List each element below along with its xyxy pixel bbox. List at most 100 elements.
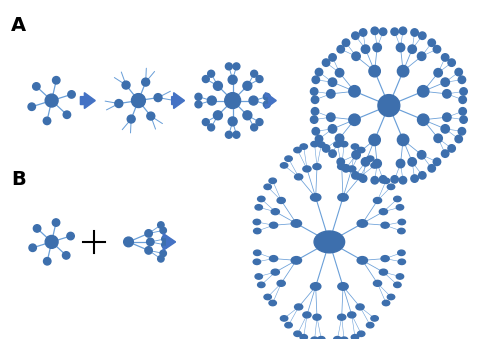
- Circle shape: [154, 94, 162, 102]
- Ellipse shape: [381, 222, 389, 228]
- Ellipse shape: [398, 219, 406, 225]
- Circle shape: [371, 176, 378, 184]
- Ellipse shape: [338, 193, 348, 201]
- Circle shape: [362, 45, 370, 53]
- Ellipse shape: [396, 274, 404, 279]
- Circle shape: [380, 28, 387, 35]
- Circle shape: [147, 112, 155, 120]
- Circle shape: [418, 172, 426, 179]
- FancyArrow shape: [266, 92, 276, 108]
- Circle shape: [124, 237, 134, 247]
- Ellipse shape: [338, 314, 346, 320]
- Circle shape: [250, 70, 258, 77]
- Circle shape: [195, 101, 202, 108]
- Circle shape: [373, 159, 382, 168]
- Circle shape: [442, 113, 451, 121]
- Ellipse shape: [277, 280, 285, 286]
- Circle shape: [418, 86, 429, 97]
- Circle shape: [52, 219, 60, 226]
- Circle shape: [336, 69, 344, 77]
- Circle shape: [142, 78, 150, 86]
- Ellipse shape: [358, 331, 365, 337]
- Ellipse shape: [300, 335, 308, 340]
- Circle shape: [458, 128, 466, 135]
- Circle shape: [352, 151, 360, 159]
- Circle shape: [418, 52, 426, 61]
- Circle shape: [428, 39, 436, 47]
- Ellipse shape: [381, 256, 389, 261]
- Circle shape: [28, 103, 36, 110]
- Circle shape: [396, 43, 405, 52]
- Circle shape: [208, 70, 214, 77]
- Ellipse shape: [318, 142, 325, 147]
- Circle shape: [202, 75, 209, 83]
- Ellipse shape: [285, 322, 292, 328]
- Ellipse shape: [270, 222, 278, 228]
- Circle shape: [373, 43, 382, 52]
- Circle shape: [342, 165, 349, 172]
- Circle shape: [249, 96, 258, 105]
- Circle shape: [316, 68, 322, 76]
- Circle shape: [442, 150, 449, 157]
- Ellipse shape: [255, 205, 262, 210]
- Circle shape: [326, 90, 335, 98]
- Ellipse shape: [310, 193, 321, 201]
- Ellipse shape: [313, 164, 321, 170]
- Ellipse shape: [258, 282, 265, 288]
- Circle shape: [127, 115, 135, 123]
- Circle shape: [360, 29, 367, 36]
- Ellipse shape: [356, 174, 364, 180]
- Circle shape: [352, 52, 360, 61]
- Circle shape: [378, 95, 400, 116]
- Circle shape: [433, 46, 440, 53]
- Ellipse shape: [374, 280, 382, 286]
- Circle shape: [44, 257, 51, 265]
- Ellipse shape: [352, 144, 358, 149]
- Circle shape: [442, 54, 449, 61]
- Ellipse shape: [270, 256, 278, 261]
- Circle shape: [455, 135, 462, 143]
- Ellipse shape: [311, 337, 318, 340]
- Circle shape: [336, 134, 344, 142]
- Circle shape: [264, 101, 270, 108]
- Circle shape: [322, 59, 330, 66]
- Circle shape: [460, 88, 468, 95]
- Circle shape: [160, 250, 166, 257]
- Ellipse shape: [300, 144, 308, 149]
- Circle shape: [369, 134, 380, 146]
- Ellipse shape: [348, 166, 356, 172]
- Circle shape: [145, 230, 152, 237]
- Ellipse shape: [280, 316, 288, 321]
- Ellipse shape: [358, 147, 365, 153]
- Circle shape: [411, 29, 418, 36]
- Circle shape: [310, 88, 318, 95]
- Circle shape: [352, 172, 359, 179]
- Ellipse shape: [291, 220, 302, 227]
- Circle shape: [362, 158, 370, 166]
- Circle shape: [418, 151, 426, 159]
- Circle shape: [316, 135, 322, 143]
- Circle shape: [326, 113, 335, 121]
- Circle shape: [52, 76, 60, 84]
- FancyArrow shape: [163, 234, 175, 250]
- Circle shape: [62, 252, 70, 259]
- Circle shape: [349, 114, 360, 125]
- Circle shape: [34, 225, 41, 232]
- Circle shape: [115, 100, 123, 107]
- Ellipse shape: [398, 259, 406, 265]
- Ellipse shape: [388, 294, 394, 300]
- Circle shape: [411, 175, 418, 182]
- Ellipse shape: [303, 166, 311, 172]
- Circle shape: [399, 27, 406, 35]
- Ellipse shape: [366, 156, 374, 162]
- Circle shape: [202, 119, 209, 125]
- Ellipse shape: [357, 257, 368, 264]
- Ellipse shape: [285, 156, 292, 162]
- Ellipse shape: [352, 335, 358, 340]
- Circle shape: [226, 131, 232, 138]
- Circle shape: [399, 176, 406, 184]
- Circle shape: [352, 32, 359, 39]
- Circle shape: [360, 175, 367, 182]
- Ellipse shape: [253, 219, 260, 225]
- Circle shape: [228, 75, 237, 84]
